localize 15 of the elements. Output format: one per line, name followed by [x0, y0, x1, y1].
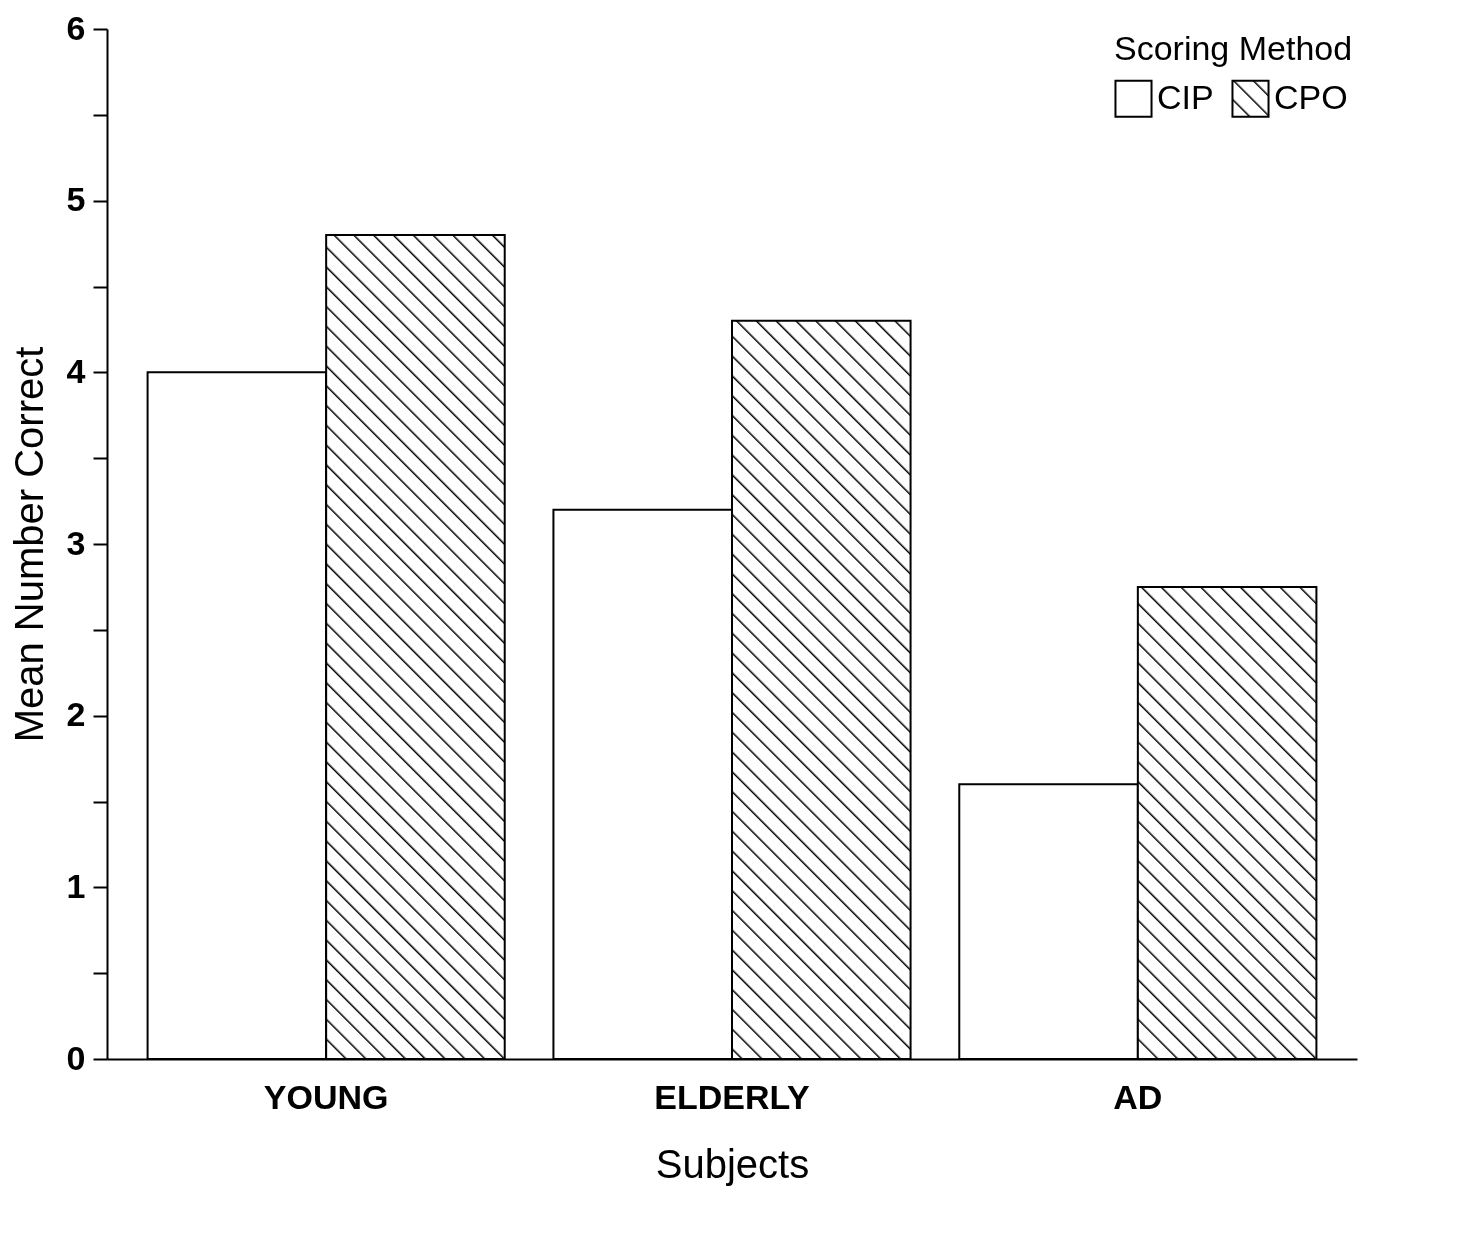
y-tick-label: 6 [66, 8, 86, 47]
y-tick-label: 5 [66, 180, 86, 219]
x-tick-label: YOUNG [263, 1077, 389, 1116]
legend-title: Scoring Method [1114, 29, 1353, 67]
y-tick-label: 4 [66, 351, 86, 390]
y-axis-title: Mean Number Correct [6, 346, 51, 743]
x-tick-label: AD [1113, 1077, 1163, 1116]
x-axis-title: Subjects [655, 1141, 810, 1186]
legend-label: CPO [1274, 77, 1348, 116]
y-tick-label: 2 [66, 695, 86, 734]
legend-label: CIP [1157, 77, 1214, 116]
y-tick-label: 3 [66, 523, 86, 562]
y-tick-label: 0 [66, 1038, 86, 1077]
y-tick-label: 1 [66, 866, 86, 905]
x-tick-label: ELDERLY [654, 1077, 811, 1116]
